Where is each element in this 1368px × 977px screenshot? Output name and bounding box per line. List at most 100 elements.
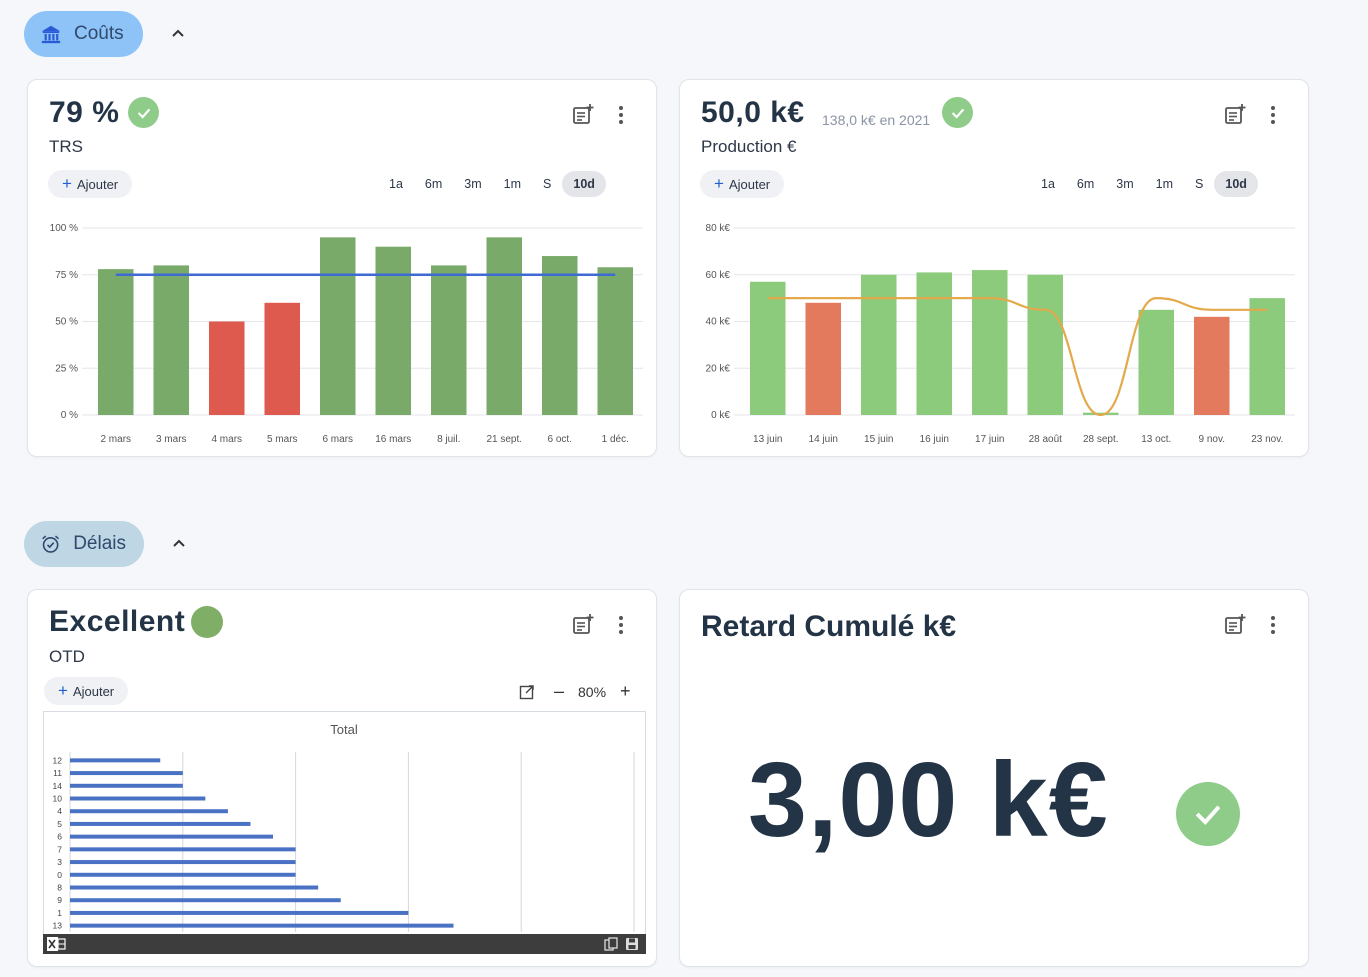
range-6m[interactable]: 6m — [1076, 177, 1095, 191]
bar — [97, 269, 134, 415]
production-comparison: 138,0 k€ en 2021 — [822, 112, 931, 128]
production-card: 50,0 k€ 138,0 k€ en 2021 Production € + … — [679, 79, 1309, 457]
range-1m[interactable]: 1m — [503, 177, 522, 191]
section-costs-toggle[interactable]: Coûts — [24, 11, 143, 57]
range-s[interactable]: S — [543, 177, 552, 191]
more-vert-icon[interactable] — [609, 103, 633, 127]
chevron-up-icon[interactable] — [169, 534, 189, 554]
zoom-controls: – 80% + — [518, 681, 631, 702]
bar — [70, 910, 409, 915]
section-costs-label: Coûts — [74, 23, 124, 44]
plus-icon: + — [58, 681, 68, 700]
check-icon — [128, 97, 159, 128]
add-note-icon[interactable] — [1223, 103, 1247, 127]
bar — [597, 267, 634, 415]
delay-card: Retard Cumulé k€ 3,00 k€ — [679, 589, 1309, 967]
y-tick-label: 4 — [57, 806, 62, 816]
open-external-icon[interactable] — [518, 683, 536, 701]
bar — [375, 246, 412, 415]
bar — [70, 847, 296, 852]
y-tick-label: 14 — [53, 781, 63, 791]
bank-icon — [41, 25, 61, 44]
bar — [541, 256, 578, 415]
x-tick-label: 16 mars — [375, 434, 411, 445]
check-icon — [1176, 782, 1240, 846]
section-delays-toggle[interactable]: Délais — [24, 521, 144, 567]
bar — [70, 796, 206, 801]
more-vert-icon[interactable] — [1261, 613, 1285, 637]
add-button[interactable]: + Ajouter — [48, 170, 133, 198]
zoom-out-button[interactable]: – — [554, 681, 565, 701]
range-1a[interactable]: 1a — [389, 177, 403, 191]
y-tick-label: 50 % — [55, 317, 78, 328]
otd-name: OTD — [49, 647, 85, 666]
excel-embed[interactable]: Total 12 11 14 10 4 5 6 7 3 0 8 9 1 13 — [43, 711, 646, 953]
add-note-icon[interactable] — [571, 613, 595, 637]
range-selector: 1a 6m 3m 1m S 10d — [1030, 171, 1258, 197]
x-tick-label: 16 juin — [920, 434, 949, 445]
more-vert-icon[interactable] — [1261, 103, 1285, 127]
bar — [70, 885, 319, 890]
excel-icon[interactable] — [47, 936, 67, 952]
bar — [805, 302, 842, 415]
bar — [70, 821, 251, 826]
bar — [916, 272, 953, 415]
range-10d[interactable]: 10d — [562, 171, 606, 197]
add-label: Ajouter — [728, 176, 771, 192]
zoom-in-button[interactable]: + — [620, 681, 631, 701]
trs-name: TRS — [49, 137, 83, 156]
x-tick-label: 8 juil. — [437, 434, 460, 445]
bar — [860, 274, 897, 415]
bar — [208, 321, 245, 415]
bar — [70, 809, 228, 814]
otd-card: Excellent OTD + Ajouter – 80% + Total 12 1… — [27, 589, 657, 967]
y-tick-label: 80 k€ — [706, 223, 731, 234]
y-tick-label: 20 k€ — [706, 363, 731, 374]
production-value: 50,0 k€ — [701, 96, 805, 129]
add-button[interactable]: + Ajouter — [700, 170, 785, 198]
bar — [971, 270, 1008, 415]
bar — [70, 758, 161, 763]
add-button[interactable]: + Ajouter — [44, 677, 129, 705]
range-10d[interactable]: 10d — [1214, 171, 1258, 197]
add-note-icon[interactable] — [571, 103, 595, 127]
bar — [749, 281, 786, 415]
x-tick-label: 5 mars — [267, 434, 298, 445]
range-6m[interactable]: 6m — [424, 177, 443, 191]
bar — [264, 302, 301, 415]
y-tick-label: 8 — [57, 883, 62, 893]
x-tick-label: 15 juin — [864, 434, 893, 445]
y-tick-label: 0 % — [61, 410, 78, 421]
x-tick-label: 13 oct. — [1141, 434, 1171, 445]
add-note-icon[interactable] — [1223, 613, 1247, 637]
range-1a[interactable]: 1a — [1041, 177, 1055, 191]
more-vert-icon[interactable] — [609, 613, 633, 637]
bar — [319, 237, 356, 415]
y-tick-label: 3 — [57, 857, 62, 867]
bar — [1082, 412, 1119, 415]
x-tick-label: 9 nov. — [1199, 434, 1226, 445]
y-tick-label: 12 — [53, 755, 63, 765]
range-selector: 1a 6m 3m 1m S 10d — [378, 171, 606, 197]
plus-icon: + — [714, 174, 724, 193]
y-tick-label: 7 — [57, 844, 62, 854]
y-tick-label: 13 — [53, 921, 63, 931]
y-tick-label: 0 — [57, 870, 62, 880]
y-tick-label: 10 — [53, 794, 63, 804]
range-3m[interactable]: 3m — [464, 177, 482, 191]
x-tick-label: 6 oct. — [548, 434, 572, 445]
range-1m[interactable]: 1m — [1155, 177, 1174, 191]
copy-icon[interactable] — [604, 937, 618, 951]
range-s[interactable]: S — [1195, 177, 1204, 191]
add-label: Ajouter — [76, 176, 119, 192]
chevron-up-icon[interactable] — [168, 24, 188, 44]
otd-chart: Total 12 11 14 10 4 5 6 7 3 0 8 9 1 13 — [53, 722, 635, 932]
range-3m[interactable]: 3m — [1116, 177, 1134, 191]
save-icon[interactable] — [625, 937, 639, 951]
alarm-clock-icon — [42, 535, 60, 553]
y-tick-label: 40 k€ — [706, 317, 731, 328]
bar — [70, 872, 296, 877]
check-icon — [942, 97, 973, 128]
x-tick-label: 21 sept. — [486, 434, 522, 445]
delay-value: 3,00 k€ — [748, 741, 1109, 859]
